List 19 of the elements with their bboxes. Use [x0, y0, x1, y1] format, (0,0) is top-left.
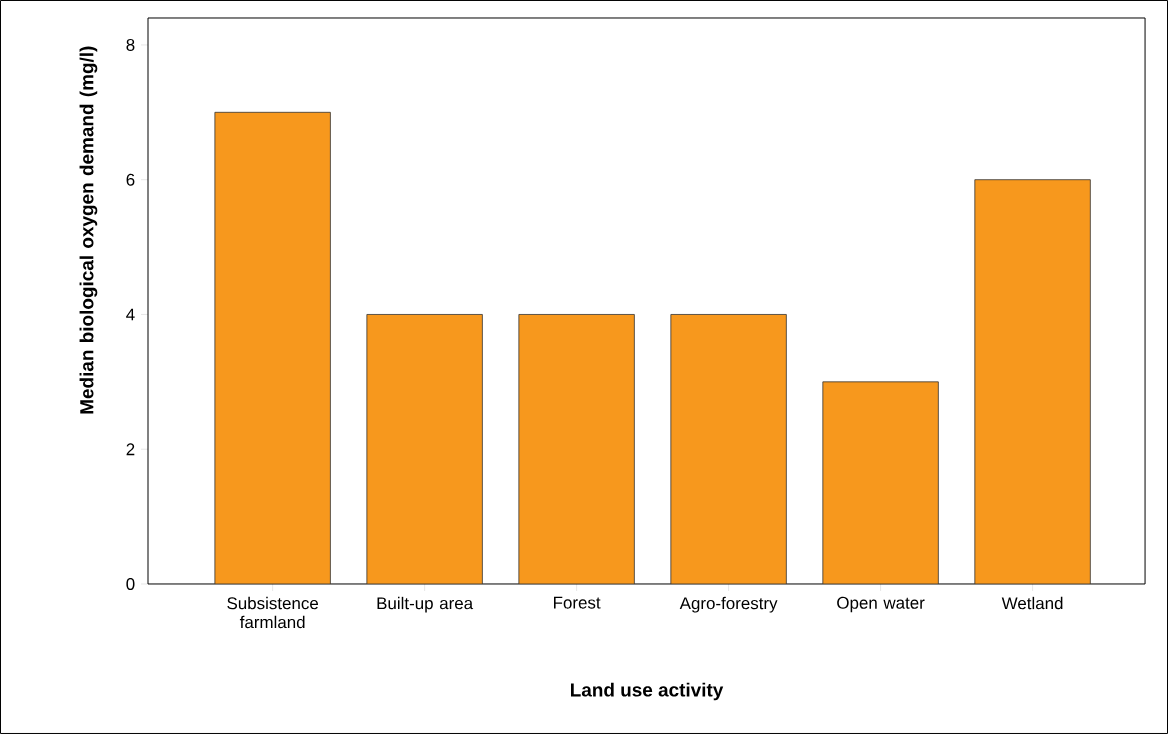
bar: [366, 314, 483, 584]
y-axis-title: Median biological oxygen demand (mg/l): [79, 46, 98, 414]
x-tick-label: Forest: [554, 596, 601, 609]
x-tick-label: Subsistence farmland: [227, 596, 319, 629]
x-tick-label: Agro-forestry: [679, 596, 778, 613]
y-tick-label: 2: [126, 443, 135, 456]
y-tick-label: 8: [126, 38, 135, 51]
y-tick-label: 0: [126, 577, 135, 590]
x-tick-label: Open water: [837, 596, 925, 613]
bar: [822, 381, 939, 584]
x-tick-label: Wetland: [1001, 596, 1063, 610]
x-axis-title: Land use activity: [571, 682, 724, 701]
bar: [214, 112, 331, 584]
bar: [974, 179, 1091, 584]
bar: [518, 314, 635, 584]
bar: [670, 314, 787, 584]
y-tick-label: 6: [126, 173, 135, 186]
y-tick-label: 4: [126, 308, 135, 321]
x-tick-label: Built-up area: [377, 596, 474, 613]
